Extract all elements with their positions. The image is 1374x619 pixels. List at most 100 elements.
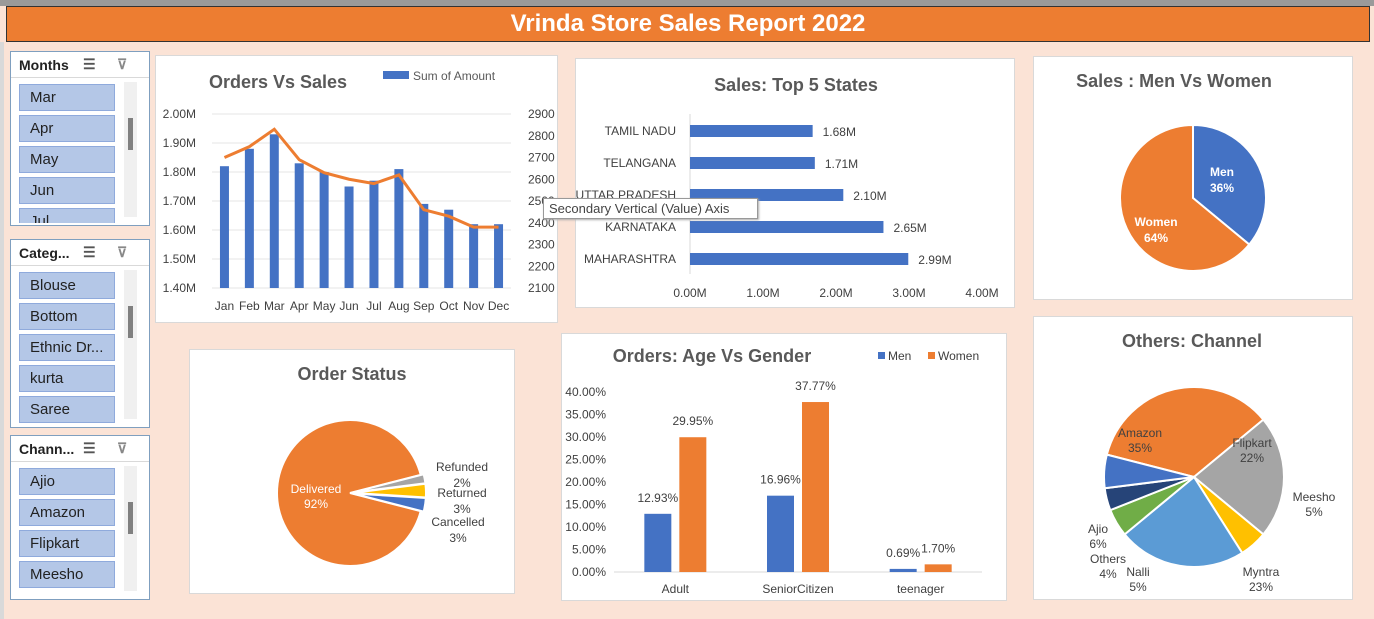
men-vs-women-panel[interactable]: Sales : Men Vs Women Men 36% Women 64% [1033, 56, 1353, 300]
legend-label: Sum of Amount [413, 69, 496, 83]
y-tick-label: TAMIL NADU [605, 124, 676, 138]
clear-filter-icon[interactable]: ⊽ [117, 56, 128, 72]
age-vs-gender-panel[interactable]: Orders: Age Vs Gender Men Women 0.00% 5.00% 1… [561, 333, 1007, 601]
clear-filter-icon[interactable]: ⊽ [117, 244, 128, 260]
multi-select-icon[interactable]: ☰ [83, 440, 96, 456]
slice-name-label: Returned [437, 486, 486, 500]
orders-line [223, 127, 499, 229]
y-tick-label: 20.00% [565, 475, 606, 489]
data-label: 37.77% [795, 379, 836, 393]
slicer-item-saree[interactable]: Saree [19, 396, 115, 423]
y2-tick-label: 2400 [528, 216, 555, 230]
multi-select-icon[interactable]: ☰ [83, 56, 96, 72]
pie-slice-women [1119, 123, 1251, 272]
pie-slice-flipkart [1192, 418, 1285, 536]
slicer-item-bottom[interactable]: Bottom [19, 303, 115, 330]
y-tick-label: 1.90M [163, 136, 196, 150]
slicer-items: Ajio Amazon Flipkart Meesho [11, 462, 149, 597]
slicer-channel[interactable]: Chann... ☰ ⊽ Ajio Amazon Flipkart Meesho [10, 435, 150, 600]
slicer-title: Months [19, 56, 69, 73]
top-states-panel[interactable]: Sales: Top 5 States 0.00M 1.00M 2.00M 3.00M 4… [575, 58, 1015, 308]
bar-adult-women [679, 437, 707, 572]
data-label: 1.68M [823, 125, 856, 139]
slicer-item-jun[interactable]: Jun [19, 177, 115, 204]
bar-telangana [690, 157, 815, 169]
pie-slice-delivered [276, 419, 422, 567]
y2-tick-label: 2600 [528, 172, 555, 186]
y-tick-label: 2.00M [163, 107, 196, 121]
slice-name-label: Others [1090, 552, 1126, 566]
y-tick-label: 1.60M [163, 223, 196, 237]
bar-feb [244, 148, 254, 288]
y2-tick-label: 2100 [528, 281, 555, 295]
slicer-item-flipkart[interactable]: Flipkart [19, 530, 115, 557]
slicer-item-mar[interactable]: Mar [19, 84, 115, 111]
bar-teenager-women [924, 564, 952, 572]
slicer-scroll-track[interactable] [124, 270, 137, 419]
slicer-item-ethnic-dr[interactable]: Ethnic Dr... [19, 334, 115, 361]
slicer-category[interactable]: Categ... ☰ ⊽ Blouse Bottom Ethnic Dr... kurta S… [10, 239, 150, 428]
data-label: 1.71M [825, 157, 858, 171]
slicer-item-ajio[interactable]: Ajio [19, 468, 115, 495]
bar-mar [269, 134, 279, 288]
y-tick-label: 1.80M [163, 165, 196, 179]
orders-vs-sales-chart: Orders Vs Sales Sum of Amount 1.40M 1.50M 1.… [163, 69, 555, 313]
y-tick-label: 1.70M [163, 194, 196, 208]
y-tick-label: 40.00% [565, 385, 606, 399]
y2-tick-label: 2700 [528, 151, 555, 165]
data-label: 2.65M [893, 221, 926, 235]
slicer-item-blouse[interactable]: Blouse [19, 272, 115, 299]
x-tick-label: 0.00M [673, 286, 706, 300]
slicer-item-kurta[interactable]: kurta [19, 365, 115, 392]
top-states-chart: Sales: Top 5 States 0.00M 1.00M 2.00M 3.00M 4… [576, 75, 999, 300]
slice-name-label: Ajio [1088, 522, 1108, 536]
bar-nov [469, 224, 479, 288]
slicer-item-may[interactable]: May [19, 146, 115, 173]
slicer-item-apr[interactable]: Apr [19, 115, 115, 142]
slice-name-label: Refunded [436, 460, 488, 474]
slicer-scrollbar[interactable] [128, 306, 133, 338]
legend-swatch-sum-of-amount [383, 71, 409, 79]
slice-name-label: Nalli [1126, 565, 1149, 579]
slice-name-label: Men [1210, 165, 1234, 179]
slice-name-label: Delivered [291, 482, 342, 496]
slicer-item-jul[interactable]: Jul [19, 208, 115, 223]
age-vs-gender-chart: Orders: Age Vs Gender Men Women 0.00% 5.00% 1… [565, 346, 982, 596]
x-tick-label: Sep [413, 299, 435, 313]
slice-value-label: 6% [1089, 537, 1107, 551]
slicer-header: Categ... ☰ ⊽ [11, 240, 149, 266]
data-label: 2.10M [853, 189, 886, 203]
slicer-scrollbar[interactable] [128, 118, 133, 150]
orders-vs-sales-panel[interactable]: Orders Vs Sales Sum of Amount 1.40M 1.50M 1.… [155, 55, 558, 323]
slice-value-label: 22% [1240, 451, 1264, 465]
slice-name-label: Myntra [1243, 565, 1280, 579]
slice-value-label: 64% [1144, 231, 1168, 245]
bar-apr [294, 163, 304, 288]
left-strip [0, 42, 4, 619]
clear-filter-icon[interactable]: ⊽ [117, 440, 128, 456]
slicer-months[interactable]: Months ☰ ⊽ Mar Apr May Jun Jul [10, 51, 150, 226]
slicer-item-meesho[interactable]: Meesho [19, 561, 115, 588]
slicer-title: Categ... [19, 244, 70, 261]
slicer-header: Chann... ☰ ⊽ [11, 436, 149, 462]
data-label: 2.99M [918, 253, 951, 267]
y-tick-label: KARNATAKA [605, 220, 676, 234]
slicer-scrollbar[interactable] [128, 502, 133, 534]
x-tick-label: Jul [366, 299, 381, 313]
order-status-panel[interactable]: Order Status Delivered 92% Refunded 2% Return… [189, 349, 515, 594]
channel-panel[interactable]: Others: Channel Amazon 35% Flipkart 22% Meesh… [1033, 316, 1353, 600]
report-title: Vrinda Store Sales Report 2022 [6, 6, 1370, 42]
x-tick-label: 1.00M [746, 286, 779, 300]
multi-select-icon[interactable]: ☰ [83, 244, 96, 260]
data-label: 1.70% [921, 541, 955, 555]
bar-oct [444, 209, 454, 288]
y2-tick-label: 2900 [528, 107, 555, 121]
x-tick-label: Nov [463, 299, 484, 313]
y-tick-label: 15.00% [565, 498, 606, 512]
axis-tooltip: Secondary Vertical (Value) Axis [543, 198, 758, 219]
chart-title: Sales: Top 5 States [714, 75, 878, 95]
y2-tick-label: 2200 [528, 259, 555, 273]
slice-name-label: Cancelled [431, 515, 484, 529]
slicer-item-amazon[interactable]: Amazon [19, 499, 115, 526]
